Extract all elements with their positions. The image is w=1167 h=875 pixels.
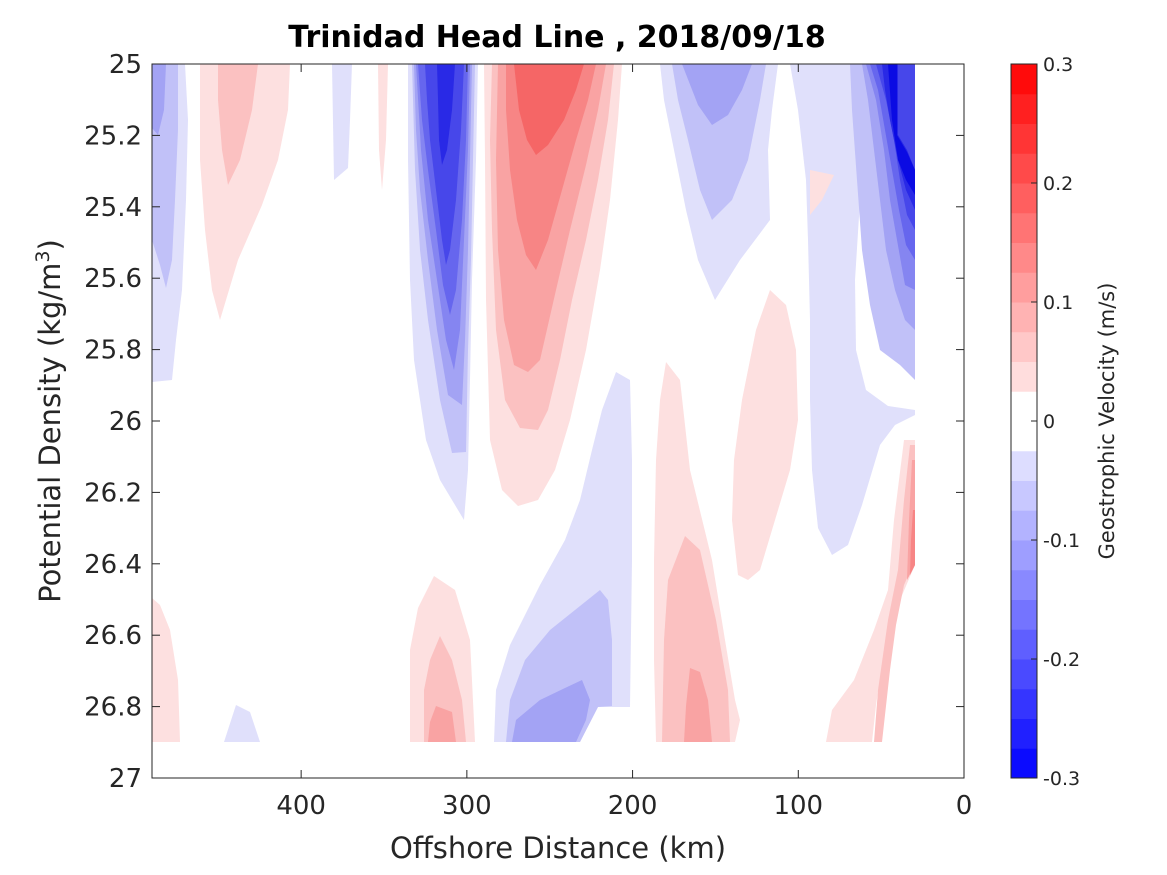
colorbar-tick-label: -0.1 — [1043, 530, 1080, 552]
y-tick-label: 26.2 — [84, 478, 142, 508]
contour-band — [682, 64, 752, 125]
x-tick-label: 100 — [773, 791, 823, 821]
colorbar-level — [1011, 391, 1037, 422]
colorbar-level — [1011, 450, 1037, 481]
colorbar-level — [1011, 688, 1037, 719]
y-tick-label: 26.6 — [84, 621, 142, 651]
colorbar-level — [1011, 123, 1037, 154]
x-tick-label: 300 — [442, 791, 492, 821]
chart-title: Trinidad Head Line , 2018/09/18 — [288, 20, 825, 55]
y-axis-tick-labels: 25 25.2 25.4 25.6 25.8 26 26.2 26.4 26.6 26.8 27 — [84, 50, 142, 794]
colorbar-tick-label: -0.2 — [1043, 649, 1080, 671]
contour-band — [152, 598, 180, 742]
colorbar-level — [1011, 64, 1037, 95]
colorbar-tick-label: -0.3 — [1043, 768, 1080, 790]
contour-band — [378, 64, 388, 190]
colorbar-level — [1011, 569, 1037, 600]
colorbar-tick-label: 0.1 — [1043, 292, 1073, 314]
colorbar-level — [1011, 599, 1037, 630]
x-axis-tick-labels: 400 300 200 100 0 — [276, 791, 972, 821]
colorbar-level — [1011, 331, 1037, 362]
contour-band — [910, 510, 915, 575]
contour-band — [874, 445, 915, 742]
contour-band — [224, 705, 260, 742]
x-tick-label: 200 — [608, 791, 658, 821]
colorbar-tick-label: 0.2 — [1043, 173, 1073, 195]
y-tick-label: 25.8 — [84, 336, 142, 366]
contour-band — [732, 290, 798, 580]
colorbar-level — [1011, 480, 1037, 511]
colorbar-ticks: 0.3 0.2 0.1 0 -0.1 -0.2 -0.3 — [1031, 54, 1080, 790]
x-tick-label: 0 — [956, 791, 973, 821]
y-axis-label-close: ) — [33, 239, 67, 250]
contour-band — [662, 536, 730, 742]
contour-band — [428, 706, 456, 742]
contour-band — [437, 64, 455, 165]
y-tick-label: 26.8 — [84, 693, 142, 723]
colorbar-level — [1011, 242, 1037, 273]
colorbar-label: Geostrophic Velocity (m/s) — [1095, 283, 1119, 560]
contour-band — [810, 170, 834, 215]
contour-band — [684, 668, 712, 742]
y-tick-label: 26.4 — [84, 550, 142, 580]
contour-field — [152, 64, 915, 742]
axis-ticks — [152, 63, 965, 779]
y-axis-label: Potential Density (kg/m3) — [32, 239, 67, 603]
y-tick-label: 25 — [109, 50, 142, 80]
colorbar-tick-label: 0 — [1043, 411, 1055, 433]
contour-band — [425, 64, 464, 265]
y-tick-label: 26 — [109, 407, 142, 437]
y-axis-label-main: Potential Density (kg/m — [33, 263, 67, 603]
y-tick-label: 27 — [109, 764, 142, 794]
colorbar-level — [1011, 361, 1037, 392]
colorbar-level — [1011, 153, 1037, 184]
colorbar-level — [1011, 510, 1037, 541]
contour-band — [152, 64, 166, 135]
y-tick-label: 25.4 — [84, 193, 142, 223]
colorbar-level — [1011, 748, 1037, 779]
contour-band — [218, 64, 258, 185]
colorbar-level — [1011, 212, 1037, 243]
colorbar-level — [1011, 272, 1037, 303]
y-axis-label-superscript: 3 — [32, 250, 54, 262]
contour-band — [514, 64, 584, 155]
contour-band — [888, 64, 915, 195]
contour-band — [672, 64, 766, 220]
y-tick-label: 25.2 — [84, 121, 142, 151]
y-tick-label: 25.6 — [84, 264, 142, 294]
colorbar-level — [1011, 659, 1037, 690]
colorbar-level — [1011, 421, 1037, 452]
colorbar-level — [1011, 540, 1037, 571]
colorbar-level — [1011, 93, 1037, 124]
colorbar-level — [1011, 302, 1037, 333]
contour-band — [512, 680, 590, 742]
x-tick-label: 400 — [276, 791, 326, 821]
colorbar — [1011, 64, 1037, 779]
colorbar-tick-label: 0.3 — [1043, 54, 1073, 76]
x-axis-label: Offshore Distance (km) — [390, 831, 726, 865]
colorbar-level — [1011, 629, 1037, 660]
colorbar-level — [1011, 718, 1037, 749]
contour-band — [332, 64, 352, 180]
colorbar-level — [1011, 183, 1037, 214]
